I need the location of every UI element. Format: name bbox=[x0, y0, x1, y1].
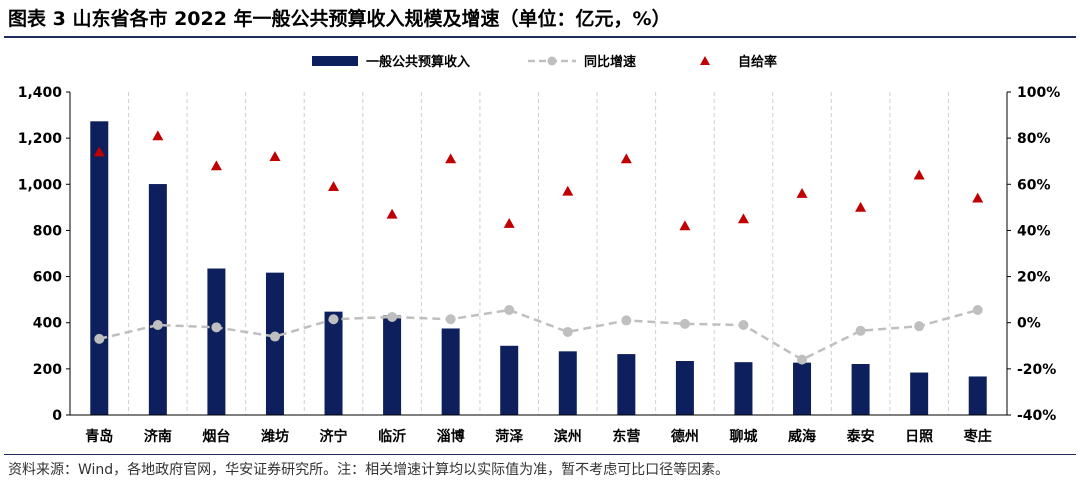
right-tick-label: 0% bbox=[1017, 316, 1041, 332]
self-sufficiency-marker bbox=[152, 130, 164, 141]
growth-line bbox=[98, 308, 979, 362]
bar bbox=[851, 364, 870, 415]
gridlines bbox=[128, 92, 949, 415]
right-tick-label: 100% bbox=[1017, 85, 1060, 101]
legend-line-point bbox=[547, 56, 557, 66]
bar bbox=[793, 362, 812, 415]
left-tick-label: 1,400 bbox=[18, 85, 63, 101]
left-tick-label: 1,200 bbox=[18, 131, 63, 147]
growth-point bbox=[797, 354, 808, 365]
self-sufficiency-marker bbox=[562, 185, 574, 196]
left-tick-label: 600 bbox=[33, 270, 62, 286]
bar bbox=[265, 272, 284, 415]
right-tick-label: -20% bbox=[1017, 362, 1056, 378]
growth-line-series bbox=[94, 305, 983, 365]
growth-point bbox=[94, 333, 105, 344]
growth-point bbox=[679, 318, 690, 329]
bar bbox=[500, 345, 519, 415]
growth-point bbox=[914, 321, 925, 332]
self-sufficiency-marker bbox=[445, 153, 457, 164]
category-label: 滨州 bbox=[554, 428, 582, 445]
combo-chart: 0 200 400 600 800 1,000 1,200 1,400 -40% -20% 0% 20… bbox=[18, 54, 1061, 445]
right-tick-label: -40% bbox=[1017, 408, 1056, 424]
title-divider bbox=[4, 36, 1076, 38]
right-tick-label: 40% bbox=[1017, 223, 1051, 239]
self-sufficiency-marker bbox=[269, 151, 281, 161]
left-tick-label: 400 bbox=[33, 316, 62, 332]
growth-point bbox=[211, 322, 222, 333]
self-sufficiency-marker bbox=[796, 188, 808, 198]
bar bbox=[734, 362, 753, 415]
self-sufficiency-markers bbox=[93, 130, 984, 231]
bar bbox=[383, 315, 402, 415]
left-tick-label: 200 bbox=[33, 362, 62, 378]
growth-point bbox=[504, 305, 515, 316]
self-sufficiency-marker bbox=[679, 220, 691, 231]
category-label: 济南 bbox=[144, 428, 172, 445]
bar bbox=[324, 311, 343, 415]
right-tick-label: 60% bbox=[1017, 177, 1051, 193]
self-sufficiency-marker bbox=[386, 208, 398, 219]
left-tick-label: 0 bbox=[52, 408, 62, 424]
source-note: 资料来源：Wind，各地政府官网，华安证券研究所。注：相关增速计算均以实际值为准… bbox=[8, 462, 730, 478]
growth-point bbox=[855, 325, 866, 336]
self-sufficiency-marker bbox=[503, 218, 515, 228]
growth-point bbox=[328, 314, 339, 325]
bar bbox=[910, 372, 929, 415]
self-sufficiency-marker bbox=[972, 192, 984, 203]
left-tick-label: 800 bbox=[33, 223, 62, 239]
bar bbox=[207, 268, 226, 415]
legend-line-label: 同比增速 bbox=[584, 54, 636, 70]
category-label: 烟台 bbox=[202, 428, 230, 445]
bar bbox=[441, 328, 460, 415]
left-tick-label: 1,000 bbox=[18, 177, 63, 193]
self-sufficiency-marker bbox=[328, 181, 340, 191]
growth-point bbox=[269, 331, 280, 342]
bar bbox=[558, 351, 577, 415]
category-label: 威海 bbox=[788, 428, 816, 445]
growth-point bbox=[152, 320, 163, 331]
bar bbox=[90, 121, 109, 415]
growth-point bbox=[562, 326, 573, 337]
category-label: 菏泽 bbox=[495, 428, 523, 445]
category-label: 青岛 bbox=[85, 428, 113, 445]
legend: 一般公共预算收入 同比增速 自给率 bbox=[312, 54, 777, 70]
legend-marker-label: 自给率 bbox=[738, 54, 777, 70]
chart-title: 图表 3 山东省各市 2022 年一般公共预算收入规模及增速（单位：亿元，%） bbox=[8, 8, 671, 30]
legend-marker-swatch bbox=[700, 56, 710, 65]
source-divider bbox=[4, 454, 1076, 455]
category-label: 济宁 bbox=[320, 428, 348, 445]
bar bbox=[968, 376, 987, 415]
axes: 0 200 400 600 800 1,000 1,200 1,400 -40% -20% 0% 20… bbox=[18, 85, 1061, 445]
category-label: 临沂 bbox=[378, 428, 406, 445]
bar bbox=[617, 354, 636, 415]
right-tick-label: 80% bbox=[1017, 131, 1051, 147]
bar bbox=[675, 361, 694, 415]
self-sufficiency-marker bbox=[210, 160, 222, 171]
legend-bar-label: 一般公共预算收入 bbox=[366, 54, 470, 70]
growth-point bbox=[621, 315, 632, 326]
growth-point bbox=[445, 314, 456, 325]
self-sufficiency-marker bbox=[737, 213, 749, 224]
self-sufficiency-marker bbox=[913, 169, 925, 180]
category-label: 淄博 bbox=[437, 428, 465, 445]
category-label: 聊城 bbox=[729, 428, 757, 445]
category-label: 德州 bbox=[671, 428, 699, 445]
legend-bar-swatch bbox=[312, 56, 358, 66]
bar bbox=[148, 184, 167, 415]
growth-point bbox=[387, 311, 398, 322]
growth-point bbox=[738, 320, 749, 331]
self-sufficiency-marker bbox=[93, 146, 105, 157]
category-label: 潍坊 bbox=[261, 428, 289, 445]
category-label: 泰安 bbox=[846, 428, 875, 445]
growth-point bbox=[972, 305, 983, 316]
category-label: 日照 bbox=[905, 429, 933, 445]
self-sufficiency-marker bbox=[620, 153, 632, 164]
category-label: 东营 bbox=[612, 428, 640, 445]
category-label: 枣庄 bbox=[963, 428, 992, 445]
right-tick-label: 20% bbox=[1017, 270, 1051, 286]
bar-series bbox=[90, 121, 987, 415]
self-sufficiency-marker bbox=[855, 201, 867, 212]
